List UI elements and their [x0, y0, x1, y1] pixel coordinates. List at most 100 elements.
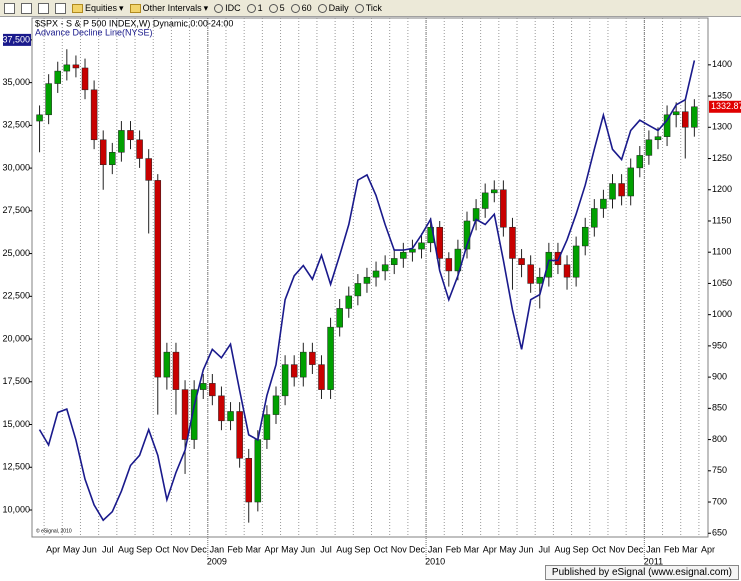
legend-entry: Advance Decline Line(NYSE)	[35, 27, 153, 37]
candle-body	[318, 364, 325, 390]
candle-body	[72, 64, 80, 69]
toolbar-label[interactable]: Daily	[328, 3, 349, 13]
y2-tick-label: 850	[712, 403, 727, 413]
candle-body	[290, 364, 298, 378]
x-tick-label: Oct	[592, 544, 607, 554]
y2-tick-label: 800	[712, 434, 727, 444]
copyright: © eSignal, 2010	[36, 527, 72, 534]
candle-body	[154, 180, 162, 378]
candle-body	[645, 139, 653, 156]
y2-tick-label: 950	[712, 340, 727, 350]
toolbar-label[interactable]: IDC	[225, 3, 241, 13]
toolbar-label[interactable]: 60	[301, 3, 312, 13]
candle-body	[245, 458, 252, 503]
toolbar-item[interactable]: 5	[268, 3, 285, 13]
candle-body	[509, 226, 516, 259]
toolbar-item[interactable]: Daily	[317, 3, 349, 13]
candle-body	[263, 414, 271, 440]
candle-body	[118, 130, 125, 153]
y2-tick-label: 1400	[712, 59, 732, 69]
candle-body	[36, 114, 43, 122]
toolbar-item[interactable]: Tick	[354, 3, 382, 13]
candle-body	[372, 270, 380, 278]
candle-body	[627, 167, 634, 197]
candle-body	[400, 251, 407, 259]
x-tick-label: Feb	[664, 544, 680, 554]
candle-body	[218, 395, 225, 422]
candle-body	[99, 139, 107, 166]
x-tick-label: Oct	[155, 544, 170, 554]
x-tick-label: Nov	[173, 544, 190, 554]
x-tick-label: Jun	[519, 544, 534, 554]
x-tick-label: Oct	[374, 544, 389, 554]
x-tick-label: Apr	[46, 544, 60, 554]
candle-body	[518, 258, 525, 265]
toolbar-item[interactable]: 60	[290, 3, 312, 13]
candle-body	[454, 248, 462, 272]
candle-body	[309, 351, 316, 365]
candle-body	[109, 152, 116, 166]
y2-tick-label: 1000	[712, 309, 732, 319]
y2-tick-label: 1150	[712, 215, 731, 225]
x-tick-label: Sep	[354, 544, 370, 554]
candle-body	[81, 67, 89, 91]
x-tick-label: Aug	[336, 544, 352, 554]
toolbar-label[interactable]: Equities	[85, 3, 118, 13]
toolbar-icon[interactable]	[4, 2, 15, 14]
x-tick-label: Apr	[701, 544, 715, 554]
x-tick-label: Jul	[320, 544, 332, 554]
toolbar: Equities ▾ Other Intervals ▾ IDC 1 5 60 …	[0, 0, 741, 17]
toolbar-label[interactable]: 5	[279, 3, 285, 13]
y-tick-label: 27,500	[2, 205, 30, 215]
toolbar-icon[interactable]	[55, 2, 66, 14]
toolbar-label[interactable]: 1	[257, 3, 263, 13]
candle-body	[209, 383, 216, 397]
x-tick-label: May	[63, 544, 81, 554]
y-tick-label: 22,500	[2, 291, 30, 301]
y2-tick-label: 700	[712, 496, 727, 506]
y2-tick-label: 900	[712, 371, 727, 381]
candle-body	[390, 258, 398, 265]
candle-body	[227, 411, 234, 422]
candle-body	[691, 106, 698, 128]
x-tick-label: Jul	[102, 544, 114, 554]
y2-tick-label: 1250	[712, 153, 732, 163]
candle-body	[272, 395, 280, 415]
candle-body	[90, 89, 98, 141]
candle-body	[591, 208, 598, 228]
toolbar-icon[interactable]	[21, 2, 32, 14]
x-tick-label: Dec	[409, 544, 426, 554]
y-tick-highlight	[3, 33, 31, 46]
y-tick-label: 35,000	[2, 77, 30, 87]
x-tick-label: Mar	[682, 544, 698, 554]
toolbar-label[interactable]: Other Intervals	[142, 3, 202, 13]
candle-body	[145, 158, 152, 181]
last-price-box	[709, 100, 741, 113]
x-tick-label: Aug	[118, 544, 134, 554]
toolbar-item[interactable]: IDC	[214, 3, 241, 13]
toolbar-item[interactable]: Other Intervals ▾	[129, 3, 208, 14]
footer: Published by eSignal (www.esignal.com)	[544, 565, 739, 580]
toolbar-icon[interactable]	[38, 2, 49, 14]
x-tick-label: Jun	[82, 544, 97, 554]
candle-body	[654, 136, 662, 141]
candle-body	[600, 198, 607, 209]
toolbar-label[interactable]: Tick	[365, 3, 382, 13]
x-tick-label: Nov	[391, 544, 408, 554]
candle-body	[536, 276, 544, 284]
candle-body	[481, 192, 489, 209]
y-tick-label: 12,500	[2, 462, 30, 472]
last-price-label: 1332.87	[711, 101, 741, 111]
y2-tick-label: 750	[712, 465, 727, 475]
candle-body	[436, 226, 443, 259]
y2-tick-label: 1200	[712, 184, 732, 194]
toolbar-item[interactable]: 1	[246, 3, 263, 13]
candle-body	[491, 189, 498, 194]
candle-body	[281, 364, 289, 397]
candle-body	[254, 439, 262, 503]
toolbar-item[interactable]: Equities ▾	[72, 3, 124, 14]
candle-body	[127, 130, 134, 141]
y2-tick-label: 1050	[712, 278, 732, 288]
candle-body	[327, 326, 334, 390]
y2-tick-label: 1300	[712, 122, 732, 132]
